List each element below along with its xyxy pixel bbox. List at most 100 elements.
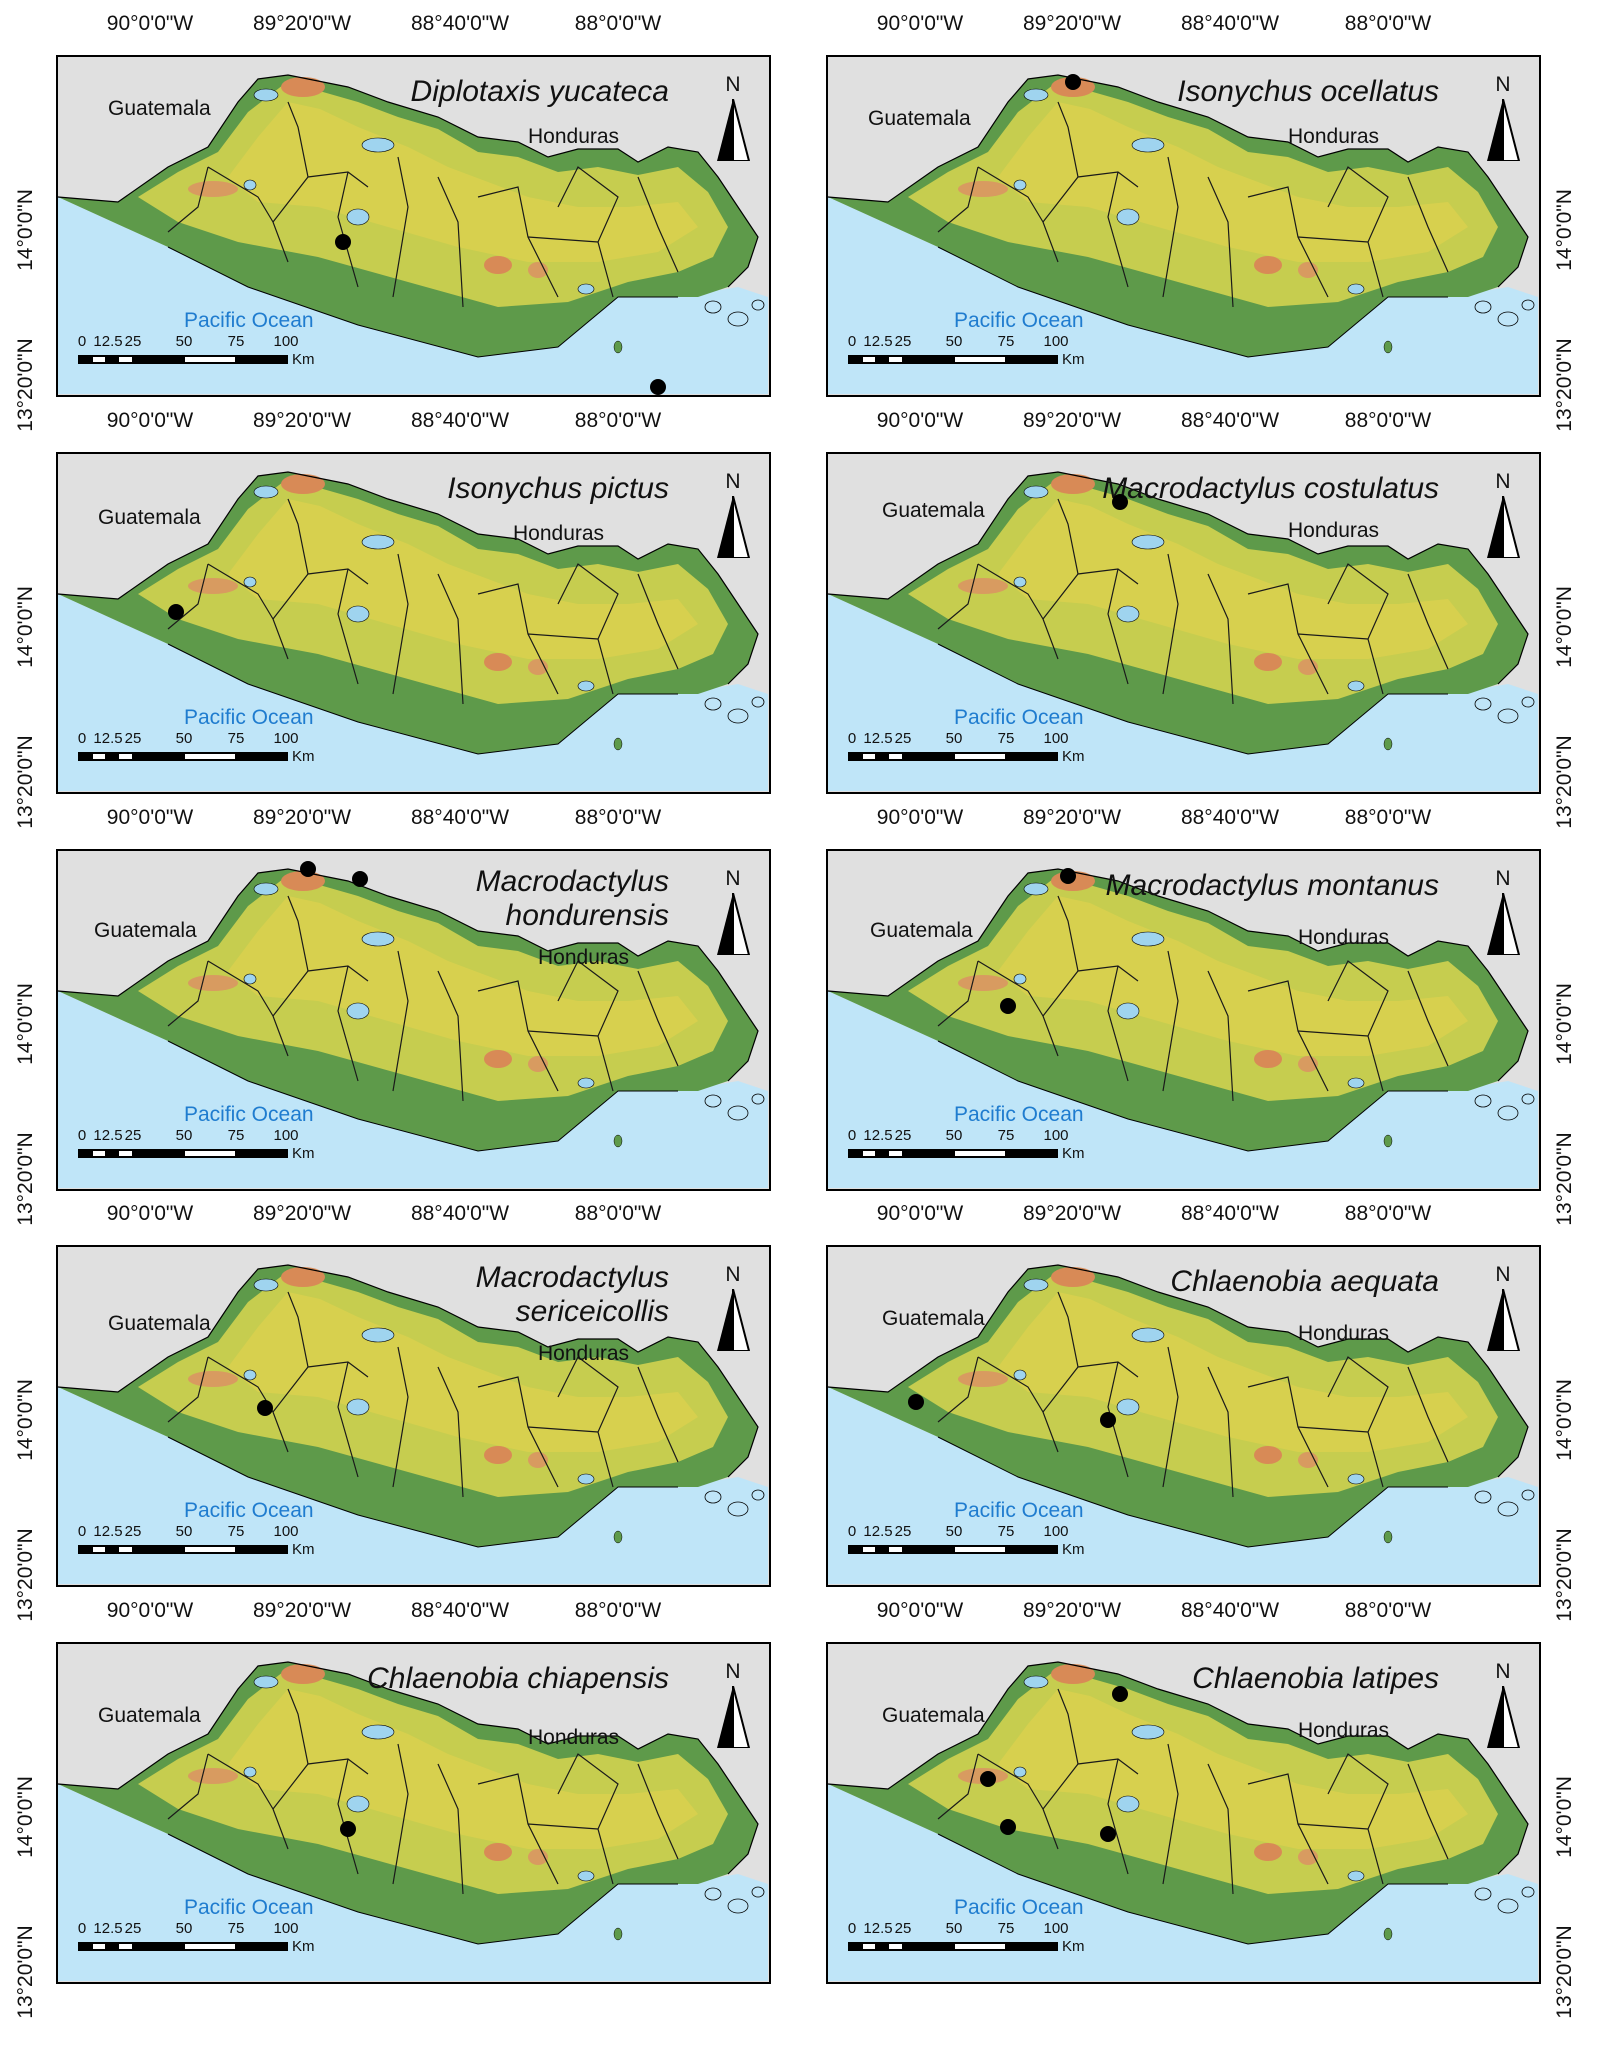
lake-guija — [1023, 88, 1049, 102]
lake-coatepeque — [243, 1369, 257, 1381]
country-label-guatemala: Guatemala — [94, 919, 197, 942]
scale-tick: 25 — [894, 1127, 912, 1144]
lake-coatepeque — [243, 973, 257, 985]
latitude-tick: 14°0'0"N — [1553, 586, 1576, 668]
scale-tick: 100 — [1043, 333, 1069, 350]
coastline — [167, 246, 678, 358]
highland-north — [281, 1664, 325, 1684]
scale-tick: 100 — [273, 333, 299, 350]
map-panel-1: 90°0'0"W 89°20'0"W 88°40'0"W 88°0'0"W 14… — [0, 0, 800, 432]
lake-olomega — [577, 680, 595, 692]
scale-bar: 0 12.5 25 50 75 100 Km — [77, 333, 315, 373]
lake-coatepeque — [1013, 179, 1027, 191]
coastline — [167, 643, 678, 755]
lake-olomega — [1347, 1473, 1365, 1485]
scale-bar: 0 12.5 25 50 75 100 Km — [77, 1523, 315, 1563]
lake-olomega — [577, 1077, 595, 1089]
longitude-tick: 88°0'0"W — [1344, 409, 1432, 432]
north-arrow-icon — [717, 1686, 751, 1748]
coastline — [937, 1436, 1448, 1548]
country-label-honduras: Honduras — [1288, 519, 1380, 542]
north-arrow: N — [1481, 1263, 1525, 1353]
scale-tick: 25 — [124, 730, 142, 747]
coastline — [937, 1833, 1448, 1945]
department-boundaries — [937, 895, 1449, 1102]
lake-coatepeque — [243, 576, 257, 588]
lake-coatepeque — [1013, 1369, 1027, 1381]
scale-tick: 100 — [273, 1523, 299, 1540]
longitude-tick: 89°20'0"W — [252, 806, 352, 829]
lake-suchitlan — [1131, 931, 1165, 947]
highland-north — [281, 77, 325, 97]
occurrence-point — [335, 234, 351, 250]
longitude-tick: 90°0'0"W — [876, 1599, 964, 1622]
national-border — [58, 1661, 759, 1875]
coastline — [167, 1833, 678, 1945]
country-label-guatemala: Guatemala — [882, 1307, 985, 1330]
land-upper — [998, 1292, 1468, 1452]
island-green — [613, 340, 623, 354]
department-boundaries — [167, 101, 679, 308]
species-title: Isonychus pictus — [447, 472, 669, 505]
gulf-islands — [704, 299, 765, 327]
longitude-tick: 90°0'0"W — [106, 1202, 194, 1225]
el-salvador-relief-map — [58, 851, 768, 1188]
latitude-tick: 14°0'0"N — [1553, 1776, 1576, 1858]
department-boundaries — [167, 498, 679, 705]
longitude-tick: 88°0'0"W — [574, 12, 662, 35]
scale-unit: Km — [292, 351, 315, 368]
land-upper — [998, 1689, 1468, 1849]
longitude-tick: 90°0'0"W — [106, 806, 194, 829]
scale-tick: 0 — [77, 1523, 87, 1540]
lake-ilopango — [1116, 605, 1140, 623]
north-arrow: N — [711, 470, 755, 560]
species-title: Macrodactylus montanus — [1105, 869, 1440, 902]
national-border — [58, 74, 759, 288]
lake-guija — [1023, 1278, 1049, 1292]
north-arrow-icon — [1487, 893, 1521, 955]
longitude-tick: 88°40'0"W — [410, 12, 510, 35]
longitude-tick: 89°20'0"W — [1022, 806, 1122, 829]
scale-tick: 25 — [894, 1920, 912, 1937]
ocean-label: Pacific Ocean — [184, 1103, 314, 1126]
longitude-tick: 88°0'0"W — [1344, 806, 1432, 829]
scale-bar-graphic — [78, 752, 288, 761]
latitude-tick: 14°0'0"N — [14, 1379, 37, 1461]
el-salvador-relief-map — [58, 1644, 768, 1981]
latitude-tick: 13°20'0"N — [14, 1925, 37, 2019]
lake-olomega — [577, 1870, 595, 1882]
north-arrow: N — [1481, 73, 1525, 163]
scale-tick: 0 — [77, 333, 87, 350]
occurrence-point — [650, 379, 666, 395]
volcano-san-miguel — [1254, 256, 1282, 274]
longitude-tick: 88°40'0"W — [1180, 1202, 1280, 1225]
scale-bar-graphic — [848, 1942, 1058, 1951]
scale-bar-graphic — [78, 1545, 288, 1554]
scale-tick: 0 — [847, 1523, 857, 1540]
country-label-guatemala: Guatemala — [108, 97, 211, 120]
occurrence-point — [1112, 1686, 1128, 1702]
coastline — [937, 246, 1448, 358]
ocean-label: Pacific Ocean — [184, 1896, 314, 1919]
pacific-ocean — [58, 1387, 768, 1584]
map-panel-10: 90°0'0"W 89°20'0"W 88°40'0"W 88°0'0"W 14… — [770, 1587, 1576, 2019]
north-arrow: N — [1481, 867, 1525, 957]
scale-tick: 75 — [997, 730, 1015, 747]
longitude-tick: 90°0'0"W — [876, 806, 964, 829]
longitude-tick: 88°40'0"W — [1180, 806, 1280, 829]
occurrence-point — [300, 861, 316, 877]
country-label-honduras: Honduras — [538, 1342, 630, 1365]
lake-olomega — [1347, 1870, 1365, 1882]
occurrence-point — [1000, 1819, 1016, 1835]
longitude-tick: 90°0'0"W — [876, 1202, 964, 1225]
longitude-tick: 88°0'0"W — [574, 1202, 662, 1225]
lake-ilopango — [1116, 1002, 1140, 1020]
longitude-tick: 88°40'0"W — [1180, 409, 1280, 432]
occurrence-point — [1000, 998, 1016, 1014]
national-border — [58, 471, 759, 685]
lake-olomega — [577, 283, 595, 295]
species-title: Macrodactylus hondurensis — [475, 865, 669, 932]
longitude-tick: 89°20'0"W — [252, 409, 352, 432]
scale-tick: 75 — [227, 1127, 245, 1144]
volcano-san-miguel — [1254, 1843, 1282, 1861]
